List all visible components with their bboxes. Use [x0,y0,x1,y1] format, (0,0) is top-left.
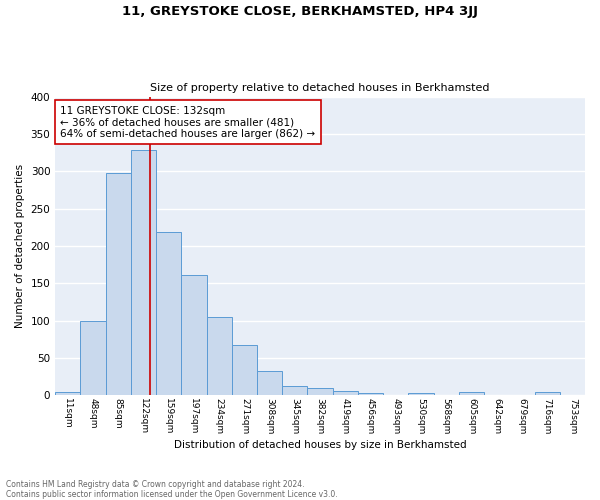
Bar [131,150,156,396]
X-axis label: Distribution of detached houses by size in Berkhamsted: Distribution of detached houses by size … [174,440,466,450]
Text: 11 GREYSTOKE CLOSE: 132sqm
← 36% of detached houses are smaller (481)
64% of sem: 11 GREYSTOKE CLOSE: 132sqm ← 36% of deta… [61,106,316,138]
Bar [80,320,106,396]
Bar [332,391,358,396]
Bar [282,386,307,396]
Bar [106,174,131,396]
Y-axis label: Number of detached properties: Number of detached properties [15,164,25,328]
Title: Size of property relative to detached houses in Berkhamsted: Size of property relative to detached ho… [151,83,490,93]
Bar [459,392,484,396]
Text: 11, GREYSTOKE CLOSE, BERKHAMSTED, HP4 3JJ: 11, GREYSTOKE CLOSE, BERKHAMSTED, HP4 3J… [122,5,478,18]
Bar [232,346,257,396]
Bar [535,392,560,396]
Bar [206,317,232,396]
Bar [55,392,80,396]
Bar [257,370,282,396]
Bar [409,393,434,396]
Bar [358,393,383,396]
Text: Contains HM Land Registry data © Crown copyright and database right 2024.
Contai: Contains HM Land Registry data © Crown c… [6,480,338,499]
Bar [156,232,181,396]
Bar [181,275,206,396]
Bar [307,388,332,396]
